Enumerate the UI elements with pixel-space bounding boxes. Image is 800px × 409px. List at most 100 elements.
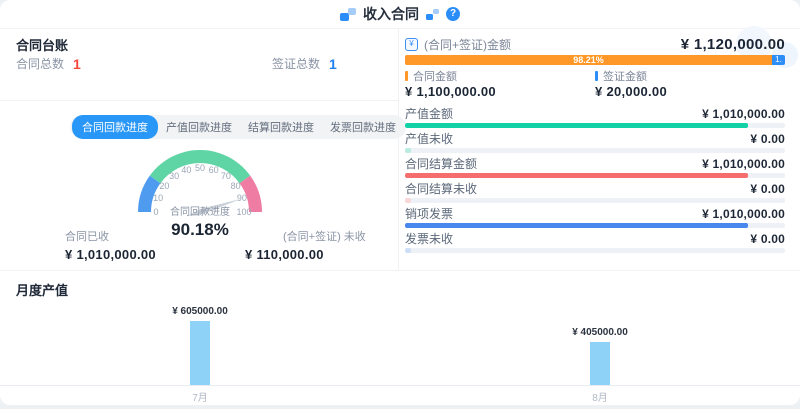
gauge-title: 合同回款进度 — [170, 207, 230, 218]
gauge-tick-label: 90 — [236, 193, 247, 204]
row-value: ¥ 1,010,000.00 — [702, 107, 785, 121]
tab-invoice-progress[interactable]: 发票回款进度 — [330, 122, 396, 134]
row-value: ¥ 0.00 — [750, 182, 785, 196]
received-stat: 合同已收 ¥ 1,010,000.00 — [65, 228, 156, 262]
gauge-tick-label: 10 — [153, 193, 164, 204]
row-label: 产值金额 — [405, 107, 454, 121]
section-divider — [0, 270, 800, 271]
progress-fill — [405, 198, 411, 203]
progress-track — [405, 173, 785, 178]
bar-value-label: ¥ 605000.00 — [172, 306, 228, 317]
unreceived-value: ¥ 110,000.00 — [245, 247, 324, 262]
gauge-tick-label: 30 — [169, 171, 180, 182]
invoice-unreceived-row: 发票未收 ¥ 0.00 — [405, 232, 785, 257]
contract-count-stat: 合同总数 1 — [16, 55, 81, 72]
progress-track — [405, 148, 785, 153]
page-header: 收入合同 ? — [0, 0, 800, 29]
tab-output-progress[interactable]: 产值回款进度 — [166, 122, 232, 134]
progress-track — [405, 198, 785, 203]
progress-track — [405, 248, 785, 253]
contract-count-label: 合同总数 — [16, 57, 65, 71]
edit-icon[interactable] — [426, 8, 439, 20]
progress-fill — [405, 123, 748, 128]
visa-legend-marker — [595, 71, 598, 81]
visa-amount-segment: 1. — [772, 55, 785, 65]
output-amount-row: 产值金额 ¥ 1,010,000.00 — [405, 107, 785, 132]
page-title: 收入合同 — [363, 6, 419, 22]
visa-amount-legend: 签证金额 ¥ 20,000.00 — [595, 70, 785, 99]
ratio-legend: 合同金额 ¥ 1,100,000.00 签证金额 ¥ 20,000.00 — [405, 70, 785, 99]
total-amount-value: ¥ 1,120,000.00 — [680, 35, 785, 53]
received-value: ¥ 1,010,000.00 — [65, 247, 156, 262]
gauge-tick-label: 60 — [208, 165, 219, 176]
progress-fill — [405, 223, 748, 228]
gauge-value: 90.18% — [171, 220, 229, 239]
bar-value-label: ¥ 405000.00 — [572, 327, 628, 338]
settlement-amount-row: 合同结算金额 ¥ 1,010,000.00 — [405, 157, 785, 182]
tab-contract-progress[interactable]: 合同回款进度 — [72, 115, 158, 139]
contract-amount-label: 合同金额 — [413, 71, 457, 83]
row-label: 合同结算未收 — [405, 182, 478, 196]
help-icon[interactable]: ? — [446, 7, 460, 21]
total-amount-label: (合同+签证)金额 — [424, 37, 512, 52]
output-unreceived-row: 产值未收 ¥ 0.00 — [405, 132, 785, 157]
contract-ledger-panel: 合同台账 合同总数 1 签证总数 1 合同回款进度 产值回款进度 结算回款进度 … — [0, 28, 406, 270]
unreceived-stat: (合同+签证) 未收 ¥ 110,000.00 — [245, 228, 380, 262]
row-label: 合同结算金额 — [405, 157, 478, 171]
monthly-output-chart: ¥ 605000.00 7月 ¥ 405000.00 8月 — [0, 300, 800, 405]
monthly-output-title: 月度产值 — [16, 283, 69, 298]
metric-rows: 产值金额 ¥ 1,010,000.00 产值未收 ¥ 0.00 合同结算金额 — [405, 107, 785, 257]
gauge-tick-label: 100 — [236, 207, 252, 217]
row-value: ¥ 1,010,000.00 — [702, 157, 785, 171]
gauge-tick-label: 50 — [194, 163, 206, 173]
progress-fill — [405, 148, 411, 153]
visa-count-label: 签证总数 — [272, 57, 321, 71]
x-axis-tick-label: 8月 — [592, 393, 608, 404]
contract-legend-marker — [405, 71, 408, 81]
visa-amount-value: ¥ 20,000.00 — [595, 84, 667, 99]
row-value: ¥ 1,010,000.00 — [702, 207, 785, 221]
monthly-bar-7月 — [190, 321, 210, 385]
row-value: ¥ 0.00 — [750, 232, 785, 246]
money-icon: ¥ — [405, 37, 418, 51]
invoice-amount-row: 销项发票 ¥ 1,010,000.00 — [405, 207, 785, 232]
gauge-tick-label: 40 — [181, 165, 192, 176]
monthly-bar-8月 — [590, 342, 610, 385]
total-amount-row: ¥ (合同+签证)金额 ¥ 1,120,000.00 — [405, 34, 785, 54]
gauge-arc — [138, 149, 262, 216]
ledger-title: 合同台账 — [16, 38, 69, 53]
unreceived-label: (合同+签证) 未收 — [283, 231, 366, 243]
settlement-unreceived-row: 合同结算未收 ¥ 0.00 — [405, 182, 785, 207]
gauge-tick-label: 70 — [220, 171, 231, 182]
gauge-tick-label: 0 — [153, 207, 159, 217]
contract-visa-ratio-bar: 98.21% 1. — [405, 55, 785, 65]
received-label: 合同已收 — [65, 231, 109, 243]
visa-count-value: 1 — [329, 55, 337, 72]
contract-amount-legend: 合同金额 ¥ 1,100,000.00 — [405, 70, 595, 99]
payment-progress-gauge: 合同回款进度 90.18% 0 10 20 30 40 50 60 70 80 90 100 — [74, 146, 334, 246]
row-label: 销项发票 — [405, 207, 454, 221]
visa-amount-label: 签证金额 — [603, 71, 647, 83]
amount-summary-panel: ¥ (合同+签证)金额 ¥ 1,120,000.00 98.21% 1. 合同金… — [399, 26, 800, 270]
progress-tabs: 合同回款进度 产值回款进度 结算回款进度 发票回款进度 — [70, 115, 406, 139]
gauge-tick-label: 20 — [159, 181, 170, 192]
progress-track — [405, 223, 785, 228]
progress-fill — [405, 248, 411, 253]
contract-doc-icon — [340, 7, 356, 21]
tab-settlement-progress[interactable]: 结算回款进度 — [248, 122, 314, 134]
row-label: 产值未收 — [405, 132, 454, 146]
contract-count-value: 1 — [73, 55, 81, 72]
row-label: 发票未收 — [405, 232, 454, 246]
panel-divider-vertical — [398, 28, 399, 270]
ledger-divider — [0, 100, 398, 101]
progress-track — [405, 123, 785, 128]
progress-fill — [405, 173, 748, 178]
gauge-tick-label: 80 — [230, 181, 241, 192]
contract-amount-value: ¥ 1,100,000.00 — [405, 84, 496, 99]
x-axis-line — [0, 385, 800, 386]
contract-amount-segment: 98.21% — [405, 55, 772, 65]
row-value: ¥ 0.00 — [750, 132, 785, 146]
x-axis-tick-label: 7月 — [192, 393, 208, 404]
visa-count-stat: 签证总数 1 — [272, 55, 337, 72]
